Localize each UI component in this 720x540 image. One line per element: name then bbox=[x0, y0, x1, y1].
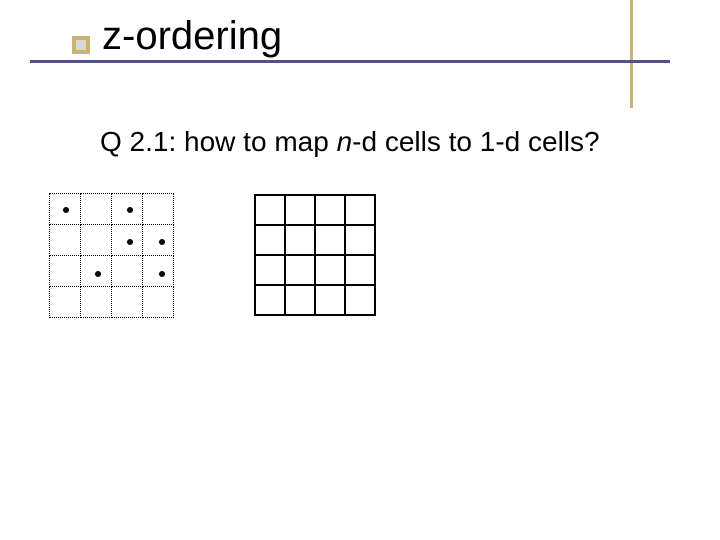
dotted-cell bbox=[49, 255, 81, 287]
dotted-cell bbox=[80, 286, 112, 318]
solid-cell bbox=[284, 284, 316, 316]
dotted-cell bbox=[111, 255, 143, 287]
body-italic-n: n bbox=[337, 126, 353, 157]
data-point bbox=[95, 271, 101, 277]
solid-cell bbox=[254, 194, 286, 226]
body-prefix: Q 2.1: how to map bbox=[100, 126, 337, 157]
dotted-cell bbox=[49, 224, 81, 256]
dotted-cell bbox=[80, 224, 112, 256]
solid-cell bbox=[314, 254, 346, 286]
solid-cell bbox=[254, 254, 286, 286]
solid-cell bbox=[314, 194, 346, 226]
solid-cell bbox=[344, 254, 376, 286]
solid-cell bbox=[254, 284, 286, 316]
title-underline bbox=[30, 60, 670, 63]
dotted-cell bbox=[111, 286, 143, 318]
data-point bbox=[159, 271, 165, 277]
solid-cell bbox=[314, 284, 346, 316]
data-point bbox=[159, 239, 165, 245]
solid-cell bbox=[254, 224, 286, 256]
dotted-cell bbox=[80, 193, 112, 225]
body-suffix: -d cells to 1-d cells? bbox=[352, 126, 599, 157]
solid-cell bbox=[344, 284, 376, 316]
dotted-cell bbox=[49, 286, 81, 318]
slide-title: z-ordering bbox=[102, 14, 282, 59]
data-point bbox=[127, 207, 133, 213]
data-point bbox=[63, 207, 69, 213]
title-bullet-icon bbox=[72, 36, 90, 54]
dotted-cell bbox=[142, 286, 174, 318]
dotted-cell bbox=[142, 224, 174, 256]
slide: z-ordering Q 2.1: how to map n-d cells t… bbox=[0, 0, 720, 540]
solid-cell bbox=[284, 194, 316, 226]
solid-cell bbox=[344, 194, 376, 226]
body-question: Q 2.1: how to map n-d cells to 1-d cells… bbox=[100, 126, 600, 158]
solid-cell bbox=[284, 224, 316, 256]
dotted-cell bbox=[142, 193, 174, 225]
data-point bbox=[127, 239, 133, 245]
solid-cell bbox=[344, 224, 376, 256]
solid-cell bbox=[284, 254, 316, 286]
dotted-cell bbox=[142, 255, 174, 287]
solid-grid bbox=[256, 196, 384, 324]
dotted-grid bbox=[50, 194, 178, 322]
solid-cell bbox=[314, 224, 346, 256]
